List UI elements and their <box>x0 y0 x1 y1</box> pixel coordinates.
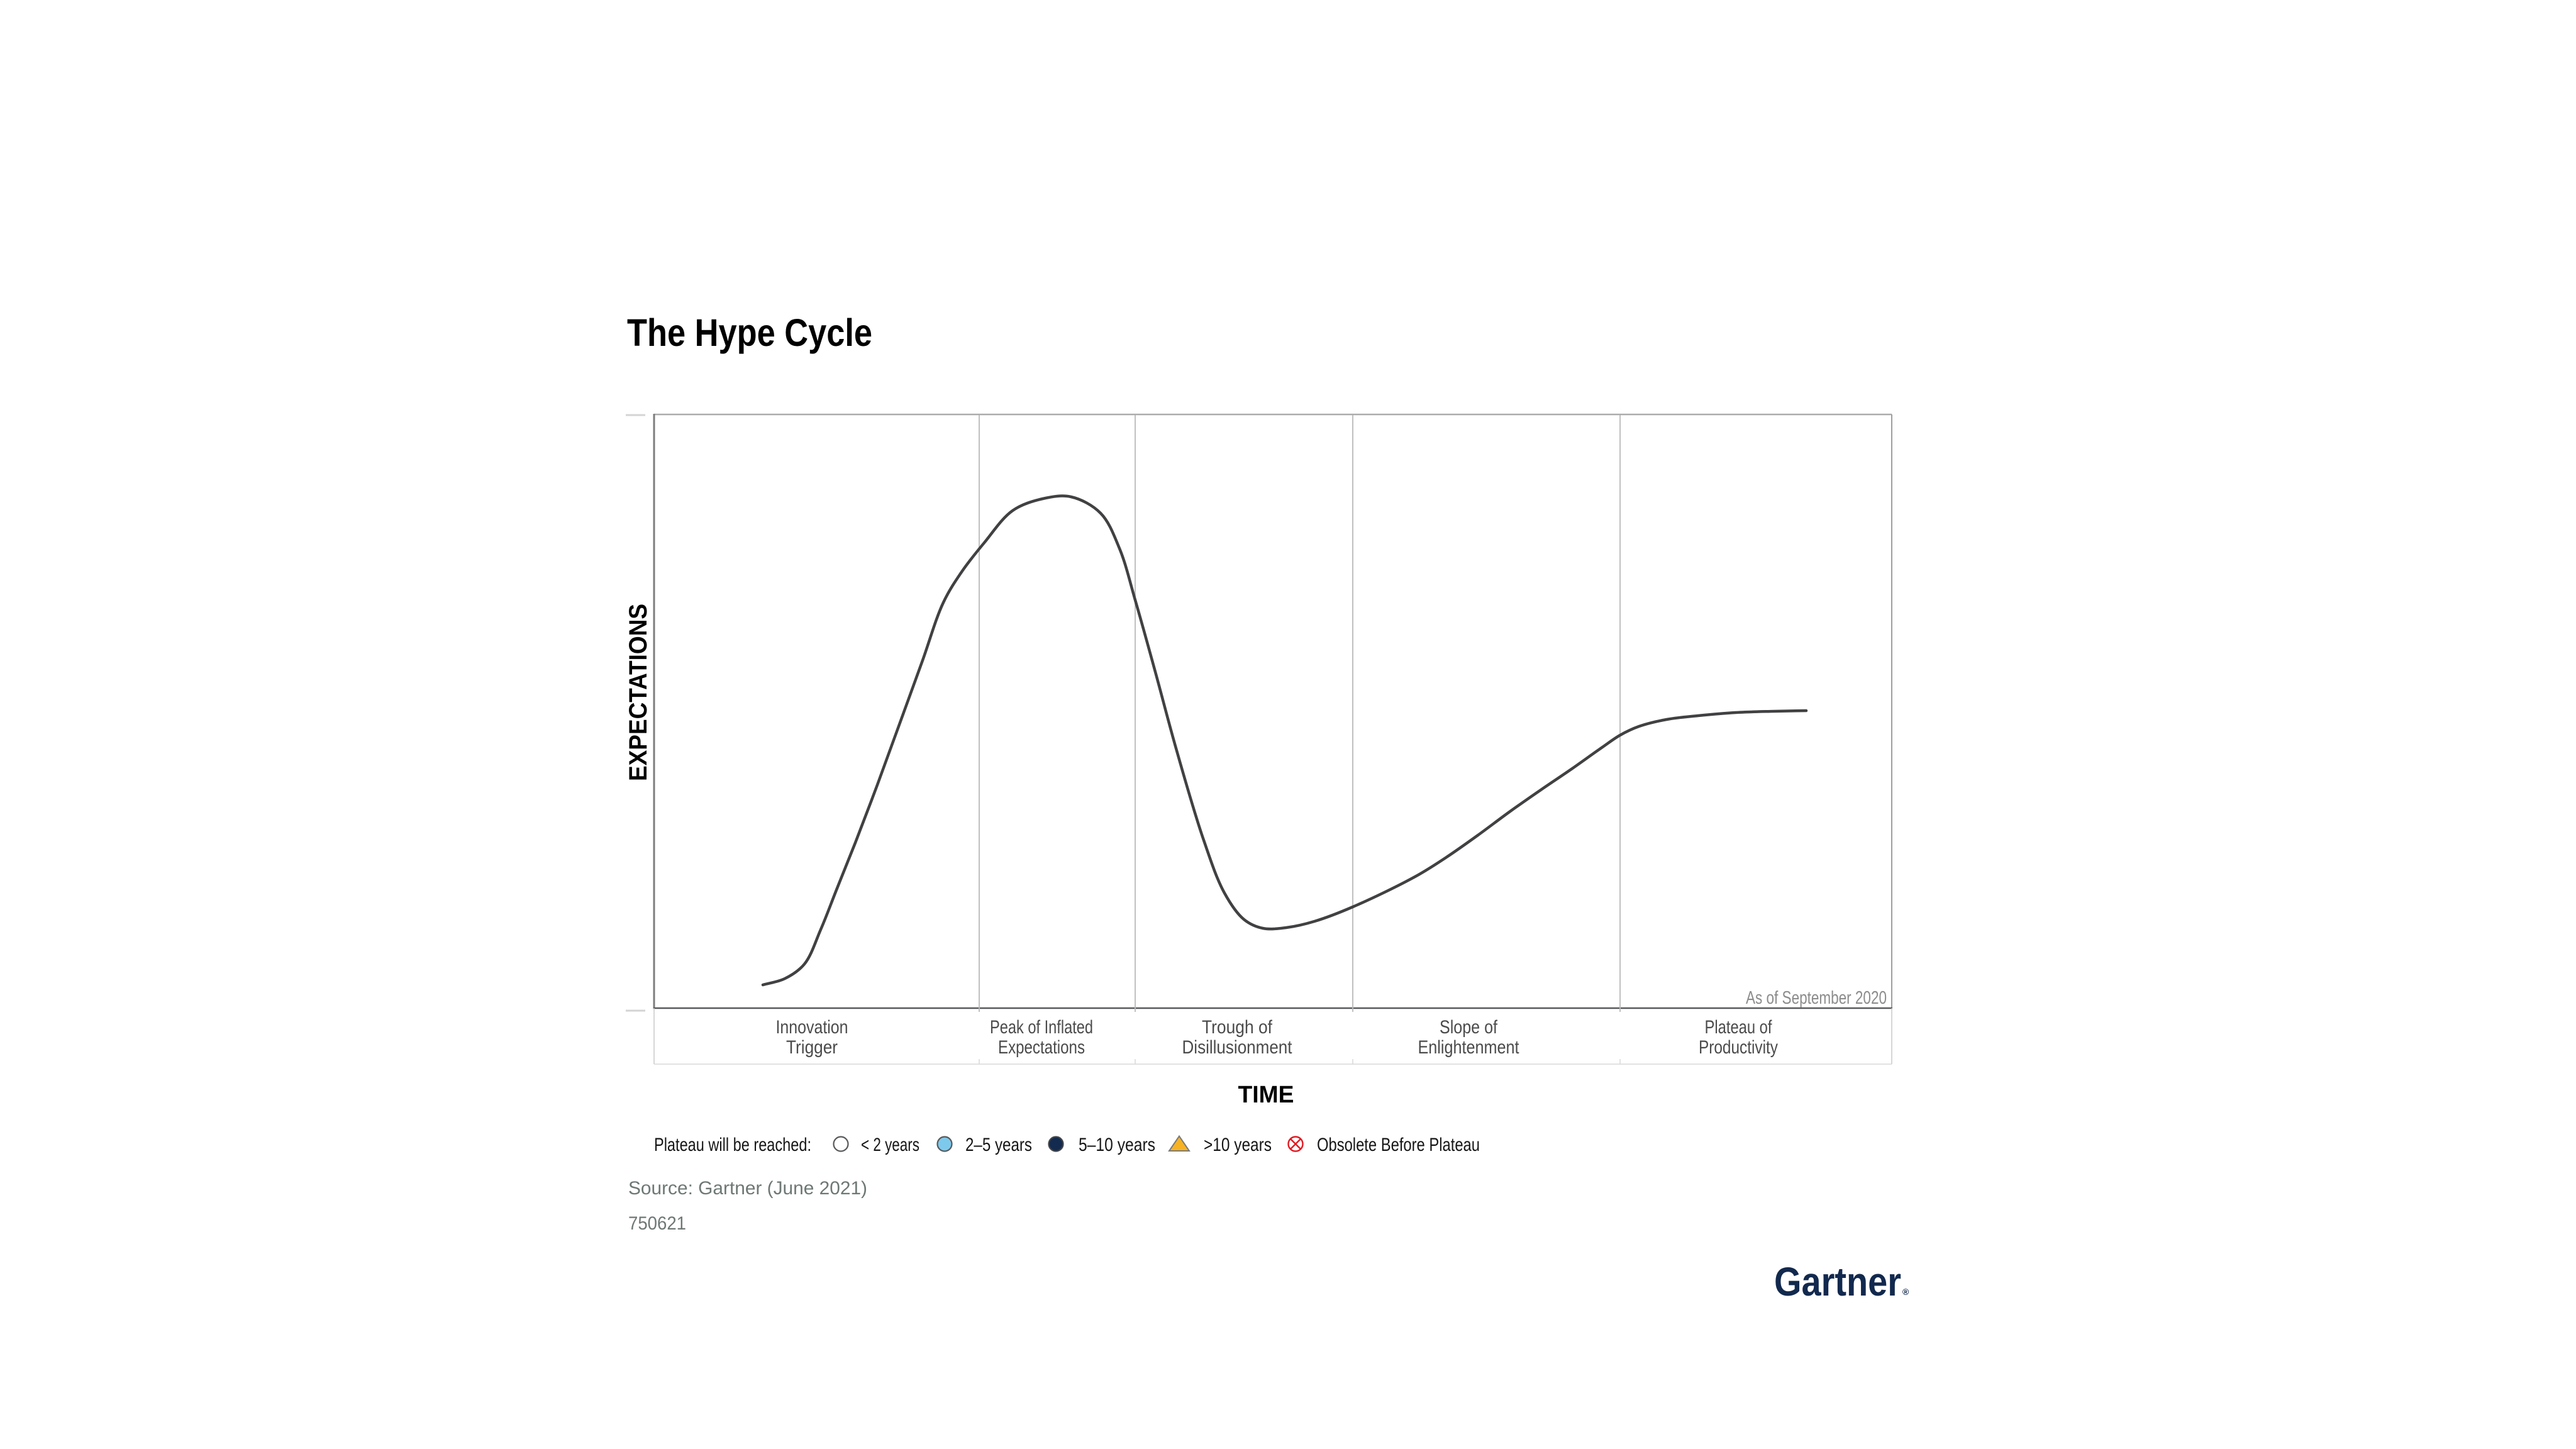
svg-text:750621: 750621 <box>628 1213 686 1234</box>
svg-text:Gartner: Gartner <box>1774 1259 1901 1304</box>
svg-text:Expectations: Expectations <box>998 1037 1085 1058</box>
svg-text:Plateau of: Plateau of <box>1705 1017 1773 1038</box>
svg-text:TIME: TIME <box>1238 1082 1294 1108</box>
svg-text:< 2 years: < 2 years <box>861 1135 919 1155</box>
svg-text:>10 years: >10 years <box>1204 1135 1272 1155</box>
svg-text:Trough of: Trough of <box>1202 1017 1273 1038</box>
svg-text:2–5 years: 2–5 years <box>965 1135 1032 1155</box>
svg-text:EXPECTATIONS: EXPECTATIONS <box>625 604 652 781</box>
svg-text:As of September 2020: As of September 2020 <box>1746 988 1887 1008</box>
svg-text:®: ® <box>1902 1287 1909 1297</box>
svg-text:The Hype Cycle: The Hype Cycle <box>627 311 872 354</box>
svg-text:Slope of: Slope of <box>1440 1017 1498 1038</box>
svg-text:Plateau will be reached:: Plateau will be reached: <box>654 1135 811 1155</box>
svg-text:Disillusionment: Disillusionment <box>1182 1037 1293 1058</box>
svg-text:Source: Gartner (June 2021): Source: Gartner (June 2021) <box>628 1178 867 1199</box>
svg-text:Innovation: Innovation <box>776 1017 848 1038</box>
svg-text:Obsolete Before Plateau: Obsolete Before Plateau <box>1317 1135 1480 1155</box>
svg-text:5–10 years: 5–10 years <box>1079 1135 1155 1155</box>
svg-text:Trigger: Trigger <box>786 1037 838 1058</box>
svg-text:Peak of Inflated: Peak of Inflated <box>990 1017 1093 1038</box>
svg-text:Productivity: Productivity <box>1699 1037 1778 1058</box>
svg-text:Enlightenment: Enlightenment <box>1418 1037 1520 1058</box>
